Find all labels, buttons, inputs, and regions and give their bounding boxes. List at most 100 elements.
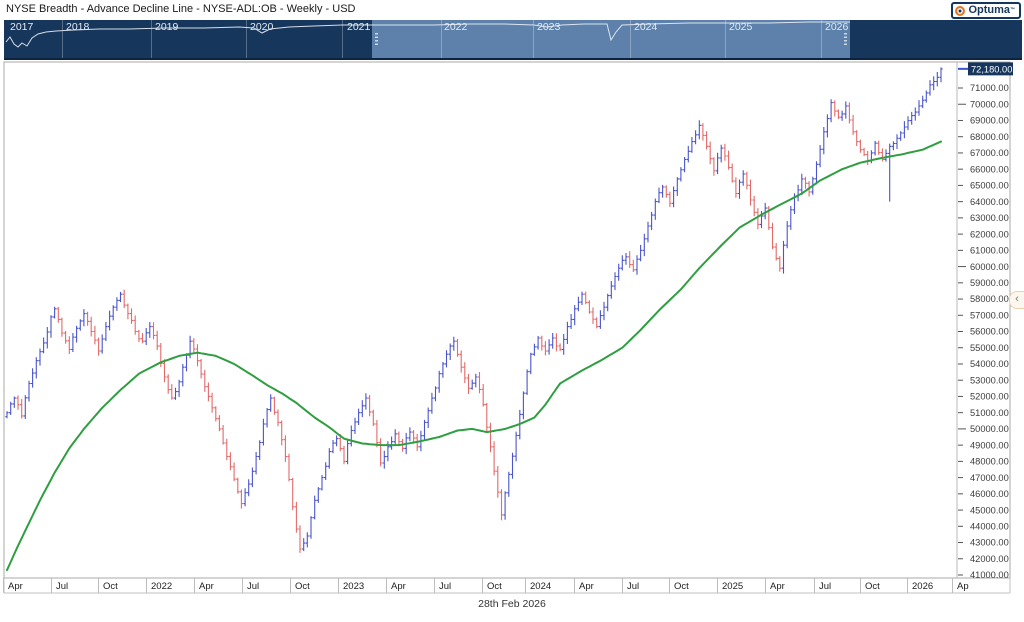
time-axis-label: Jul xyxy=(56,581,68,592)
price-axis-tick-label: 69000.00 xyxy=(970,116,1009,126)
timeline-navigator[interactable]: 2017 2018 2019 2020 2021 2022 2023 2024 2025 2026 xyxy=(4,20,1022,60)
ohlc-bar xyxy=(309,516,313,539)
price-axis-tick-label: 52000.00 xyxy=(970,392,1009,402)
price-axis-tick-label: 41000.00 xyxy=(970,570,1009,580)
ohlc-bar xyxy=(756,208,760,230)
ohlc-bar xyxy=(100,334,104,354)
ohlc-bar xyxy=(631,259,635,272)
ohlc-bar xyxy=(426,407,430,428)
ohlc-bar xyxy=(598,310,603,329)
time-axis-label: Oct xyxy=(103,581,118,592)
price-axis-tick-label: 48000.00 xyxy=(970,457,1009,467)
ohlc-bar xyxy=(452,336,456,351)
ohlc-bar xyxy=(221,425,225,445)
price-axis-tick-label: 61000.00 xyxy=(970,246,1009,256)
ohlc-bar xyxy=(844,101,848,119)
ohlc-bar xyxy=(320,475,324,491)
ohlc-bar xyxy=(921,95,925,109)
ohlc-bar xyxy=(715,152,720,175)
ohlc-bar xyxy=(917,100,921,116)
navigator-year-separator xyxy=(342,20,343,58)
ohlc-bar xyxy=(745,171,749,190)
ohlc-bar xyxy=(778,256,782,272)
ohlc-bar xyxy=(375,420,379,448)
chart-plot-area[interactable] xyxy=(4,62,957,578)
ohlc-bar xyxy=(294,501,299,533)
navigator-year-label: 2024 xyxy=(634,21,658,33)
ohlc-bar xyxy=(606,293,610,312)
ohlc-bar xyxy=(327,448,331,469)
ohlc-bar xyxy=(902,121,907,139)
ohlc-bar xyxy=(858,139,863,153)
price-axis-tick-label: 43000.00 xyxy=(970,538,1009,548)
ohlc-bar xyxy=(129,308,134,324)
time-axis-label: 2024 xyxy=(530,581,551,592)
ohlc-bar xyxy=(144,328,148,345)
ohlc-bar xyxy=(89,316,93,337)
ohlc-bar xyxy=(5,411,9,419)
side-panel-toggle-button[interactable]: ‹ xyxy=(1009,291,1024,309)
price-axis-tick-label: 58000.00 xyxy=(970,294,1009,304)
ohlc-bar xyxy=(814,161,819,185)
ohlc-bar xyxy=(236,477,240,494)
ohlc-bar xyxy=(474,373,478,388)
time-axis-label: Jul xyxy=(627,581,639,592)
ohlc-bar xyxy=(576,296,581,312)
ohlc-bar xyxy=(356,408,361,425)
ohlc-bar xyxy=(668,191,672,207)
ohlc-bar xyxy=(514,431,518,462)
navigator-year-label: 2022 xyxy=(444,21,468,33)
current-price-label: 72,180.00 xyxy=(971,64,1012,74)
ohlc-bar xyxy=(910,111,914,125)
ohlc-bar xyxy=(23,395,27,419)
price-axis-tick-label: 59000.00 xyxy=(970,278,1009,288)
ohlc-bar xyxy=(774,243,778,261)
optuma-logo-icon xyxy=(955,5,966,16)
price-axis-tick-label: 62000.00 xyxy=(970,229,1009,239)
price-axis-tick-label: 53000.00 xyxy=(970,375,1009,385)
ohlc-bar xyxy=(63,331,68,344)
ohlc-bar xyxy=(12,396,16,408)
ohlc-bar xyxy=(719,144,723,163)
ohlc-bar xyxy=(781,240,786,274)
ohlc-bar xyxy=(734,177,738,198)
ohlc-bar xyxy=(748,179,753,206)
time-axis-label: 2025 xyxy=(722,581,743,592)
selection-right-handle[interactable] xyxy=(844,33,847,45)
ohlc-bar xyxy=(730,163,734,183)
ohlc-bar xyxy=(595,317,599,329)
ohlc-bar xyxy=(393,429,397,446)
ohlc-bar xyxy=(280,420,284,446)
ohlc-bar xyxy=(30,368,35,388)
ohlc-bar xyxy=(690,137,694,153)
ohlc-bar xyxy=(693,130,698,145)
navigator-year-separator xyxy=(62,20,63,58)
ohlc-bar xyxy=(565,321,570,344)
ohlc-bar xyxy=(137,329,141,343)
ohlc-bar xyxy=(133,315,137,335)
ohlc-bar xyxy=(521,391,526,420)
ohlc-bar xyxy=(250,467,255,488)
ohlc-bar xyxy=(111,305,115,321)
price-axis-tick-label: 49000.00 xyxy=(970,440,1009,450)
price-axis-tick-label: 55000.00 xyxy=(970,343,1009,353)
ohlc-bar xyxy=(855,130,859,146)
ohlc-bar xyxy=(499,489,504,521)
ohlc-bar xyxy=(906,116,910,131)
ohlc-bar xyxy=(664,185,668,198)
ohlc-bar xyxy=(847,102,852,124)
ohlc-bar xyxy=(679,167,683,182)
ohlc-bar xyxy=(609,281,613,299)
selection-left-handle[interactable] xyxy=(375,33,378,45)
ohlc-bar xyxy=(378,438,383,467)
ohlc-bar xyxy=(441,362,445,378)
ohlc-bar xyxy=(364,393,368,410)
time-axis-label: Apr xyxy=(579,581,594,592)
ohlc-bar xyxy=(840,110,844,121)
navigator-year-separator xyxy=(630,20,631,58)
ohlc-bar xyxy=(225,438,229,461)
ohlc-bar xyxy=(624,253,628,265)
ohlc-bar xyxy=(862,147,866,157)
ohlc-bar xyxy=(258,440,262,460)
ohlc-bar xyxy=(913,107,917,121)
